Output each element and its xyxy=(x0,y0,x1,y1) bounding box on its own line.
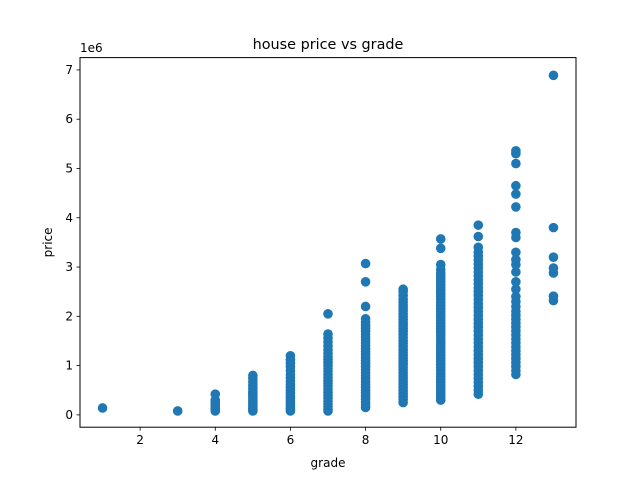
x-tick-label: 2 xyxy=(136,433,144,447)
y-tick-label: 5 xyxy=(65,161,73,175)
x-tick-label: 12 xyxy=(508,433,523,447)
data-point xyxy=(435,259,446,270)
data-point xyxy=(511,267,521,277)
data-point xyxy=(511,180,521,191)
data-point xyxy=(360,258,371,269)
data-point xyxy=(548,291,559,301)
y-tick-label: 1 xyxy=(65,359,73,373)
x-tick-label: 6 xyxy=(287,433,295,447)
y-axis-label: price xyxy=(41,227,55,257)
data-point xyxy=(511,158,521,169)
data-point xyxy=(511,284,521,295)
data-point xyxy=(548,252,559,262)
data-point xyxy=(97,403,108,413)
data-point xyxy=(548,70,559,81)
data-point xyxy=(548,222,559,233)
data-point xyxy=(511,145,521,156)
data-point xyxy=(210,389,221,399)
y-tick-label: 0 xyxy=(65,408,73,422)
data-point xyxy=(548,263,559,273)
data-point xyxy=(323,309,333,319)
x-axis-label: grade xyxy=(311,456,346,470)
data-point xyxy=(248,370,258,381)
y-axis-offset-label: 1e6 xyxy=(80,41,103,55)
y-tick-label: 3 xyxy=(65,260,73,274)
x-tick-label: 10 xyxy=(433,433,448,447)
data-point xyxy=(435,243,446,254)
chart-title: house price vs grade xyxy=(253,37,404,53)
y-tick-label: 2 xyxy=(65,309,73,323)
data-point xyxy=(511,189,521,199)
points-layer xyxy=(97,70,559,416)
data-point xyxy=(323,329,333,339)
data-point xyxy=(511,247,521,258)
y-tick-label: 7 xyxy=(65,63,73,77)
y-axis: 0 1 2 3 4 5 6 7 xyxy=(65,63,80,422)
x-tick-label: 8 xyxy=(362,433,370,447)
data-point xyxy=(511,227,521,238)
data-point xyxy=(473,231,484,242)
y-tick-label: 4 xyxy=(65,211,73,225)
x-axis: 2 4 6 8 10 12 xyxy=(136,427,524,447)
data-point xyxy=(360,301,371,312)
data-point xyxy=(511,202,521,212)
plot-frame xyxy=(79,57,577,428)
data-point xyxy=(511,291,521,302)
data-point xyxy=(473,220,484,230)
data-point xyxy=(398,284,408,295)
data-point xyxy=(473,242,484,253)
x-tick-label: 4 xyxy=(211,433,219,447)
data-point xyxy=(360,313,371,324)
data-point xyxy=(285,350,296,361)
y-tick-label: 6 xyxy=(65,112,73,126)
data-point xyxy=(511,277,521,287)
data-point xyxy=(172,406,183,416)
data-point xyxy=(435,234,446,244)
data-point xyxy=(511,254,521,265)
data-point xyxy=(360,277,371,287)
